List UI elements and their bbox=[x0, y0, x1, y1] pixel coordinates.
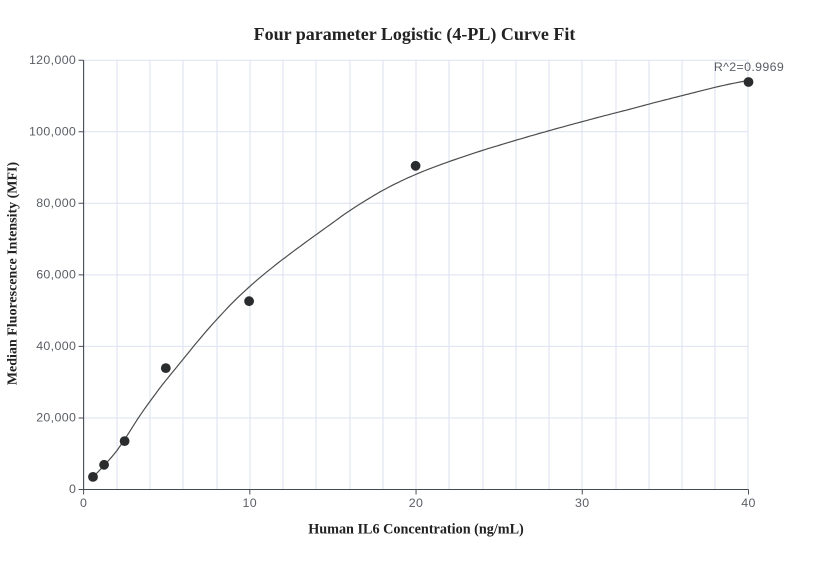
svg-text:Four parameter Logistic (4-PL): Four parameter Logistic (4-PL) Curve Fit bbox=[254, 24, 576, 45]
svg-text:0: 0 bbox=[80, 496, 87, 510]
svg-text:Median Fluorescence Intensity: Median Fluorescence Intensity (MFI) bbox=[5, 162, 20, 386]
svg-text:30: 30 bbox=[575, 496, 589, 510]
svg-text:20: 20 bbox=[409, 496, 423, 510]
svg-text:100,000: 100,000 bbox=[29, 124, 76, 138]
svg-text:20,000: 20,000 bbox=[36, 411, 76, 425]
svg-text:Human IL6 Concentration (ng/mL: Human IL6 Concentration (ng/mL) bbox=[308, 522, 524, 538]
svg-text:40,000: 40,000 bbox=[36, 339, 76, 353]
svg-text:10: 10 bbox=[243, 496, 257, 510]
svg-text:R^2=0.9969: R^2=0.9969 bbox=[714, 60, 784, 74]
svg-text:0: 0 bbox=[69, 482, 76, 496]
svg-text:60,000: 60,000 bbox=[36, 268, 76, 282]
svg-text:120,000: 120,000 bbox=[29, 53, 76, 67]
svg-text:80,000: 80,000 bbox=[36, 196, 76, 210]
svg-text:40: 40 bbox=[741, 496, 755, 510]
